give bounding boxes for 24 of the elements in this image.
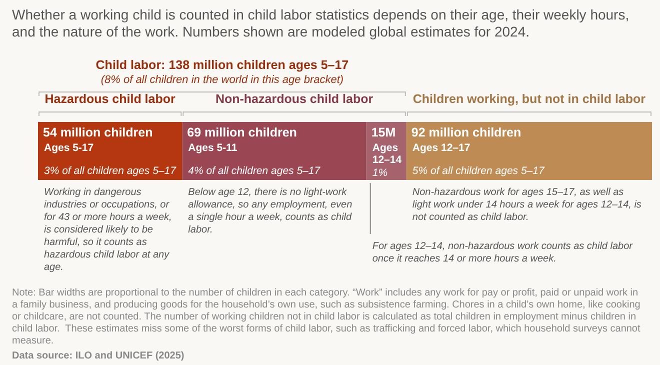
annotation: 5% of all children ages 5–17 — [412, 165, 546, 177]
annotation: Ages 12–17 — [412, 142, 470, 154]
bar — [406, 122, 652, 180]
text: Working in dangerous industries or occupations, or for 43 or more hours a week, is considered likely to be harmful, so it counts as hazardous child labor at any age. — [44, 186, 172, 273]
annotation: 1% — [372, 167, 388, 179]
annotation: Ages 12–14 — [372, 142, 402, 166]
annotation: 3% of all children ages 5–17 — [44, 165, 178, 177]
data-label: 54 million children — [43, 126, 153, 140]
annotation: 4% of all children ages 5–17 — [188, 165, 322, 177]
text: Below age 12, there is no light-work allowance, so any employment, even a single hour a week, counts as child labor. — [188, 186, 353, 236]
source-note: Data source: ILO and UNICEF (2025) — [12, 350, 184, 362]
data-label: 92 million children — [411, 126, 522, 140]
text: Hazardous child labor — [44, 92, 176, 106]
chart-subtitle: Whether a working child is counted in child labor statistics depends on their age, their weekly hours, and the nature of the work. Numbers shown are modeled global estimates for 2024. — [12, 6, 630, 40]
text: Non-hazardous work for ages 15–17, as well as light work under 14 hours a week for ages 12–14, is not counted as child labor. — [412, 186, 642, 223]
annotation: Ages 5-17 — [44, 142, 94, 154]
text: Note: Bar widths are proportional to the number of children in each category. “Work” includes any work for pay or profit, paid or unpaid work in a family business, and producing goods for the household’s own use, such as subsistence farming. Chores in a child’s own home, like cooking or childcare, are not counted. The number of working children not in child labor is calculated as total children in employment minus children in child labor. These estimates miss some of the worst forms of child labor, such as trafficking and forced labor, which household surveys cannot measure. — [12, 288, 640, 346]
text: Non-hazardous child labor — [215, 92, 374, 106]
text: For ages 12–14, non-hazardous work counts as child labor once it reaches 14 or more hours a week. — [372, 240, 634, 264]
text: Child labor: 138 million children ages 5–17 (8% of all children in the world in this age bracket) — [96, 58, 349, 86]
annotation: Ages 5-11 — [188, 142, 238, 154]
text: Children working, but not in child labor — [412, 92, 646, 106]
data-label: 69 million children — [187, 126, 297, 140]
data-label: 15M — [371, 126, 396, 140]
